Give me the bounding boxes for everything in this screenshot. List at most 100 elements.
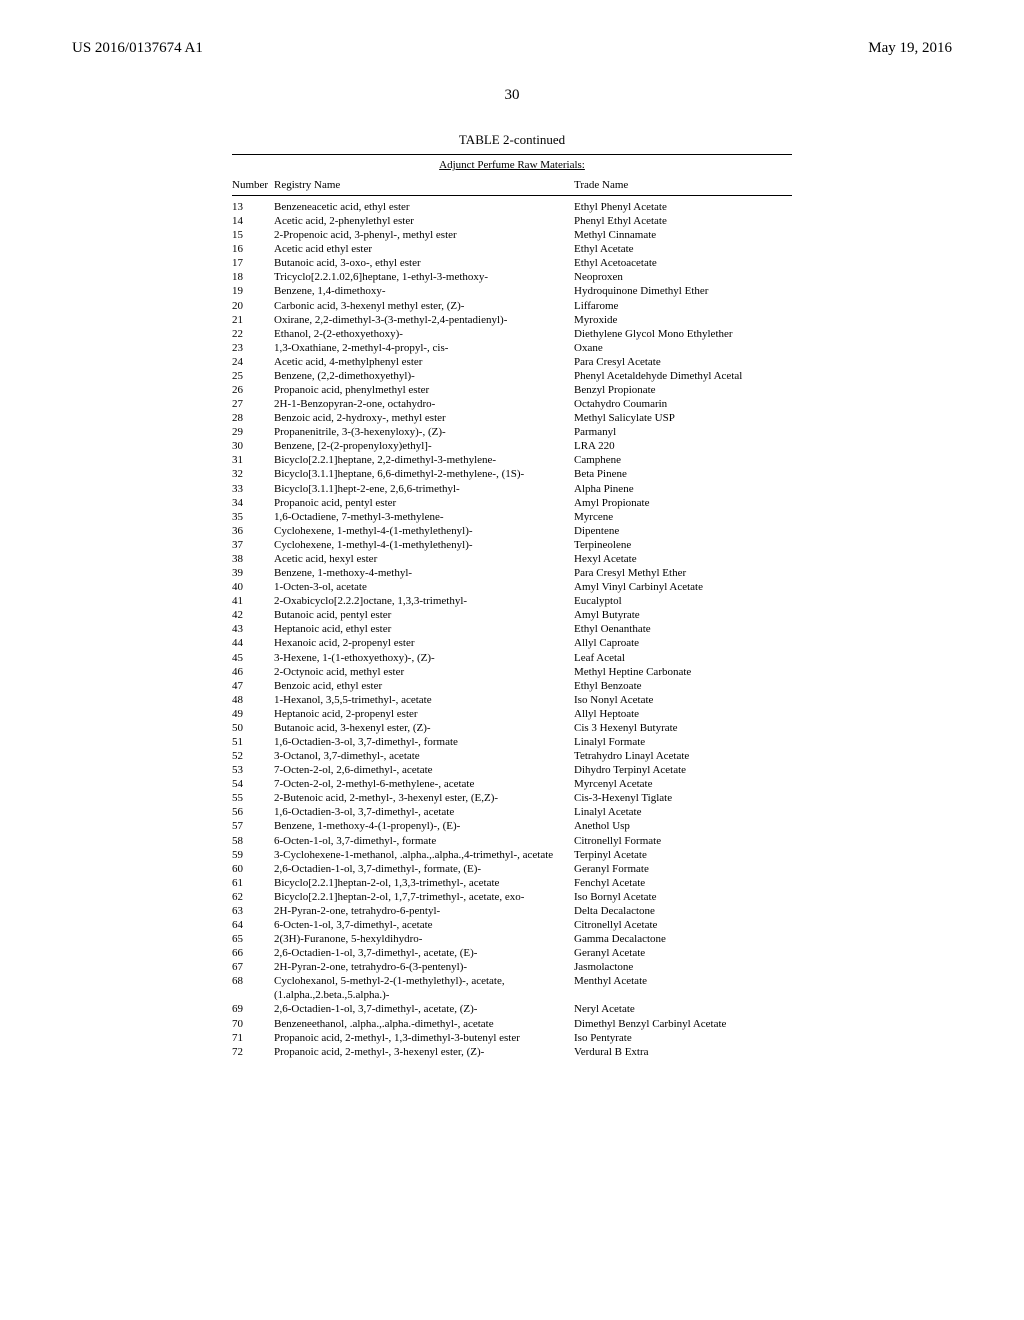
cell-registry: Bicyclo[3.1.1]hept-2-ene, 2,6,6-trimethy… [274,482,574,496]
cell-number: 29 [232,425,274,439]
cell-trade: Citronellyl Acetate [574,918,792,932]
cell-number: 45 [232,651,274,665]
cell-number: 22 [232,327,274,341]
cell-registry: 2(3H)-Furanone, 5-hexyldihydro- [274,932,574,946]
cell-registry: Acetic acid, hexyl ester [274,552,574,566]
table-row: 552-Butenoic acid, 2-methyl-, 3-hexenyl … [232,791,792,805]
cell-trade: Para Cresyl Methyl Ether [574,566,792,580]
cell-trade: Myroxide [574,313,792,327]
cell-trade: Citronellyl Formate [574,834,792,848]
cell-trade: Myrcenyl Acetate [574,777,792,791]
cell-registry: 2-Propenoic acid, 3-phenyl-, methyl este… [274,228,574,242]
cell-number: 40 [232,580,274,594]
cell-registry: 2H-Pyran-2-one, tetrahydro-6-pentyl- [274,904,574,918]
col-header-registry: Registry Name [274,179,574,191]
cell-trade: Phenyl Ethyl Acetate [574,214,792,228]
cell-registry: 3-Hexene, 1-(1-ethoxyethoxy)-, (Z)- [274,651,574,665]
cell-trade: Anethol Usp [574,819,792,833]
cell-number: 23 [232,341,274,355]
table-row: 43Heptanoic acid, ethyl esterEthyl Oenan… [232,622,792,636]
table-row: 61Bicyclo[2.2.1]heptan-2-ol, 1,3,3-trime… [232,876,792,890]
cell-number: 44 [232,636,274,650]
table-row: 351,6-Octadiene, 7-methyl-3-methylene-My… [232,510,792,524]
table-row: 22Ethanol, 2-(2-ethoxyethoxy)-Diethylene… [232,327,792,341]
cell-number: 17 [232,256,274,270]
cell-number: 48 [232,693,274,707]
cell-number: 37 [232,538,274,552]
cell-number: 71 [232,1031,274,1045]
cell-number: 72 [232,1045,274,1059]
cell-trade: Cis 3 Hexenyl Butyrate [574,721,792,735]
cell-number: 51 [232,735,274,749]
cell-trade: Dipentene [574,524,792,538]
cell-registry: Benzeneacetic acid, ethyl ester [274,200,574,214]
table-row: 29Propanenitrile, 3-(3-hexenyloxy)-, (Z)… [232,425,792,439]
cell-trade: Camphene [574,453,792,467]
cell-trade: Benzyl Propionate [574,383,792,397]
cell-number: 28 [232,411,274,425]
table-row: 26Propanoic acid, phenylmethyl esterBenz… [232,383,792,397]
table-body: 13Benzeneacetic acid, ethyl esterEthyl P… [232,200,792,1059]
table-row: 57Benzene, 1-methoxy-4-(1-propenyl)-, (E… [232,819,792,833]
cell-trade: Beta Pinene [574,467,792,481]
cell-registry: 1,6-Octadiene, 7-methyl-3-methylene- [274,510,574,524]
cell-number: 20 [232,299,274,313]
column-headers: Number Registry Name Trade Name [232,175,792,195]
cell-registry: 1-Hexanol, 3,5,5-trimethyl-, acetate [274,693,574,707]
cell-trade: Ethyl Acetoacetate [574,256,792,270]
cell-registry: 2,6-Octadien-1-ol, 3,7-dimethyl-, format… [274,862,574,876]
cell-trade: Ethyl Phenyl Acetate [574,200,792,214]
cell-registry: Heptanoic acid, 2-propenyl ester [274,707,574,721]
table-row: 537-Octen-2-ol, 2,6-dimethyl-, acetateDi… [232,763,792,777]
cell-trade: Tetrahydro Linayl Acetate [574,749,792,763]
cell-registry: Benzene, (2,2-dimethoxyethyl)- [274,369,574,383]
table-row: 28Benzoic acid, 2-hydroxy-, methyl ester… [232,411,792,425]
cell-registry: Acetic acid, 2-phenylethyl ester [274,214,574,228]
cell-trade: Methyl Cinnamate [574,228,792,242]
cell-trade: Hydroquinone Dimethyl Ether [574,284,792,298]
table-row: 17Butanoic acid, 3-oxo-, ethyl esterEthy… [232,256,792,270]
cell-number: 19 [232,284,274,298]
cell-registry: Propanoic acid, 2-methyl-, 1,3-dimethyl-… [274,1031,574,1045]
col-header-number: Number [232,179,274,191]
table-row: 32Bicyclo[3.1.1]heptane, 6,6-dimethyl-2-… [232,467,792,481]
table-row: 71Propanoic acid, 2-methyl-, 1,3-dimethy… [232,1031,792,1045]
cell-trade: Gamma Decalactone [574,932,792,946]
cell-registry: Bicyclo[2.2.1]heptan-2-ol, 1,7,7-trimeth… [274,890,574,904]
cell-registry: 1,6-Octadien-3-ol, 3,7-dimethyl-, acetat… [274,805,574,819]
cell-number: 69 [232,1002,274,1016]
cell-trade: Ethyl Acetate [574,242,792,256]
cell-trade: Oxane [574,341,792,355]
cell-number: 70 [232,1017,274,1031]
cell-trade: Amyl Butyrate [574,608,792,622]
cell-trade: Menthyl Acetate [574,974,792,1002]
cell-registry: Propanoic acid, pentyl ester [274,496,574,510]
cell-trade: Parmanyl [574,425,792,439]
cell-number: 52 [232,749,274,763]
cell-registry: 2-Butenoic acid, 2-methyl-, 3-hexenyl es… [274,791,574,805]
cell-registry: Benzene, 1-methoxy-4-methyl- [274,566,574,580]
table-row: 672H-Pyran-2-one, tetrahydro-6-(3-penten… [232,960,792,974]
cell-trade: Neoproxen [574,270,792,284]
cell-trade: Dihydro Terpinyl Acetate [574,763,792,777]
cell-registry: 3-Octanol, 3,7-dimethyl-, acetate [274,749,574,763]
table-rule-header [232,195,792,196]
cell-number: 61 [232,876,274,890]
table-row: 13Benzeneacetic acid, ethyl esterEthyl P… [232,200,792,214]
table-row: 14Acetic acid, 2-phenylethyl esterPhenyl… [232,214,792,228]
table-row: 70Benzeneethanol, .alpha.,.alpha.-dimeth… [232,1017,792,1031]
cell-registry: Heptanoic acid, ethyl ester [274,622,574,636]
cell-number: 26 [232,383,274,397]
table-row: 652(3H)-Furanone, 5-hexyldihydro-Gamma D… [232,932,792,946]
cell-registry: Butanoic acid, pentyl ester [274,608,574,622]
cell-trade: Para Cresyl Acetate [574,355,792,369]
cell-registry: 2-Oxabicyclo[2.2.2]octane, 1,3,3-trimeth… [274,594,574,608]
cell-trade: Linalyl Acetate [574,805,792,819]
table-row: 453-Hexene, 1-(1-ethoxyethoxy)-, (Z)-Lea… [232,651,792,665]
cell-number: 67 [232,960,274,974]
table-row: 47Benzoic acid, ethyl esterEthyl Benzoat… [232,679,792,693]
cell-registry: Benzene, [2-(2-propenyloxy)ethyl]- [274,439,574,453]
cell-number: 47 [232,679,274,693]
cell-number: 62 [232,890,274,904]
table-row: 33Bicyclo[3.1.1]hept-2-ene, 2,6,6-trimet… [232,482,792,496]
